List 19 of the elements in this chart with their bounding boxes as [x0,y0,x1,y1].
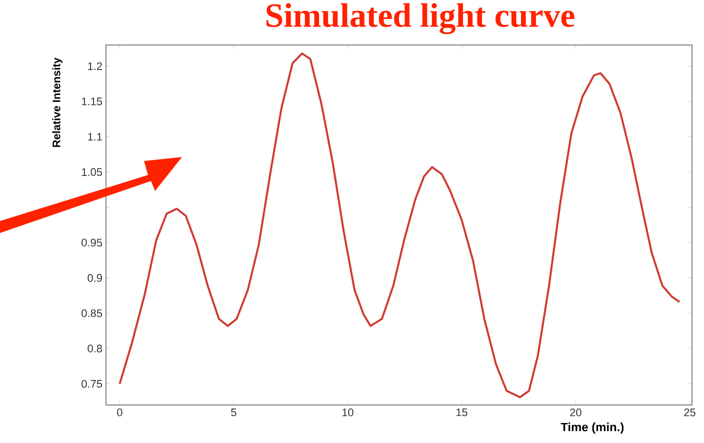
y-tick-label: 0.85 [82,309,102,318]
y-tick-label: 0.9 [88,274,102,282]
x-tick-label: 20 [570,408,582,416]
chart-title: Simulated light curve [266,3,574,34]
x-tick-label: 0 [117,408,122,416]
x-axis-title: Time (min.) [560,422,624,434]
y-tick-label: 0.75 [82,380,102,388]
y-tick-label: 1.05 [82,168,102,176]
y-tick-label: 0.95 [82,238,102,247]
y-tick-label: 1.1 [88,132,102,141]
line-series [118,52,680,398]
x-tick-label: 25 [684,408,696,416]
y-axis-title: Relative Intensity [52,58,62,147]
x-tick-label: 5 [231,408,236,416]
x-tick-label: 10 [342,408,354,416]
y-tick-label: 0.8 [88,344,102,352]
y-tick-label: 1.15 [82,98,102,106]
y-tick-label: 1.2 [88,62,102,70]
x-tick-label: 15 [456,408,468,416]
